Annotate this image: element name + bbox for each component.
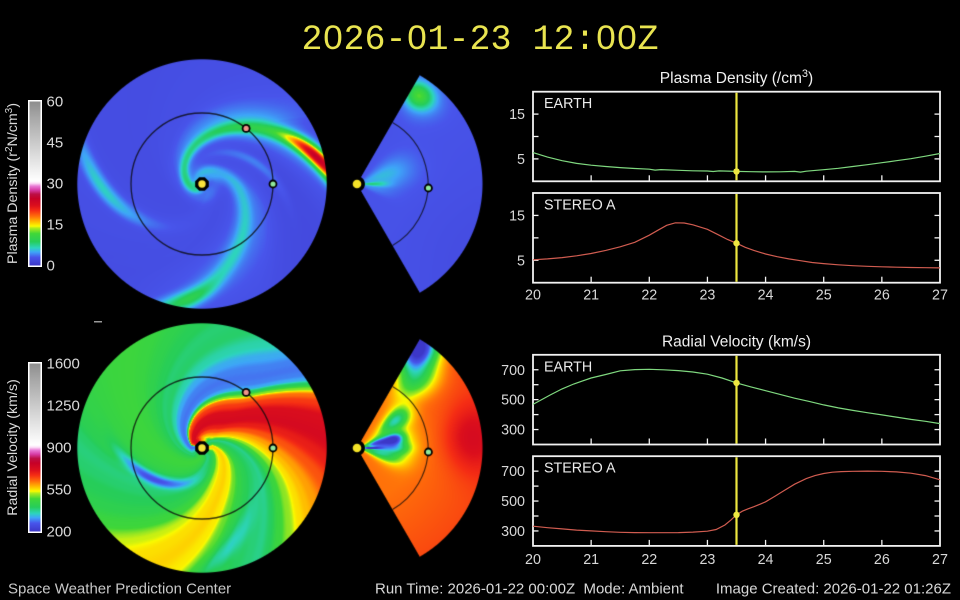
svg-text:Plasma Density (r2N/cm3): Plasma Density (r2N/cm3) (4, 103, 22, 264)
svg-text:24: 24 (758, 552, 774, 568)
svg-text:15: 15 (47, 217, 64, 234)
svg-text:EARTH: EARTH (544, 359, 592, 375)
svg-text:15: 15 (509, 208, 525, 224)
svg-text:23: 23 (699, 288, 715, 304)
svg-text:27: 27 (932, 288, 948, 304)
svg-text:15: 15 (509, 107, 525, 123)
svg-text:1600: 1600 (47, 356, 80, 373)
svg-text:26: 26 (874, 288, 890, 304)
svg-text:200: 200 (47, 524, 72, 541)
svg-text:STEREO A: STEREO A (544, 461, 616, 477)
svg-text:21: 21 (583, 288, 599, 304)
svg-text:20: 20 (525, 288, 541, 304)
svg-text:20: 20 (525, 552, 541, 568)
svg-text:300: 300 (501, 524, 525, 540)
svg-text:Space Weather Prediction Cente: Space Weather Prediction Center (8, 581, 231, 598)
svg-text:0: 0 (47, 258, 55, 275)
svg-text:21: 21 (583, 552, 599, 568)
svg-text:700: 700 (501, 464, 525, 480)
svg-text:Plasma Density (/cm3): Plasma Density (/cm3) (660, 68, 813, 87)
svg-text:5: 5 (517, 253, 525, 269)
svg-text:25: 25 (816, 288, 832, 304)
svg-text:45: 45 (47, 135, 64, 152)
svg-text:STEREO A: STEREO A (544, 198, 616, 214)
svg-text:30: 30 (47, 176, 64, 193)
svg-text:500: 500 (501, 393, 525, 409)
svg-text:2026-01-23 12:00Z: 2026-01-23 12:00Z (301, 20, 658, 60)
svg-text:1250: 1250 (47, 398, 80, 415)
svg-text:60: 60 (47, 94, 64, 111)
svg-text:22: 22 (641, 288, 657, 304)
svg-text:550: 550 (47, 482, 72, 499)
svg-text:Run Time: 2026-01-22 00:00Z M: Run Time: 2026-01-22 00:00Z Mode: Ambien… (375, 581, 684, 598)
svg-text:Radial Velocity (km/s): Radial Velocity (km/s) (662, 333, 811, 350)
svg-text:27: 27 (932, 552, 948, 568)
svg-text:22: 22 (641, 552, 657, 568)
svg-text:Image Created: 2026-01-22 01:2: Image Created: 2026-01-22 01:26Z (716, 581, 951, 598)
svg-text:24: 24 (758, 288, 774, 304)
svg-text:5: 5 (517, 152, 525, 168)
svg-text:700: 700 (501, 363, 525, 379)
svg-text:300: 300 (501, 423, 525, 439)
svg-text:26: 26 (874, 552, 890, 568)
svg-text:25: 25 (816, 552, 832, 568)
svg-text:Radial Velocity (km/s): Radial Velocity (km/s) (5, 379, 21, 515)
svg-text:900: 900 (47, 440, 72, 457)
svg-text:EARTH: EARTH (544, 96, 592, 112)
svg-text:23: 23 (699, 552, 715, 568)
svg-text:500: 500 (501, 494, 525, 510)
